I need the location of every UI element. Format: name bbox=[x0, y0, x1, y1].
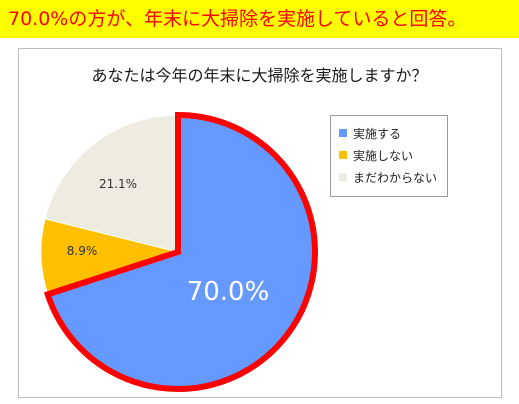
legend-item-undecided: まだわからない bbox=[339, 166, 447, 188]
legend-swatch bbox=[339, 173, 347, 181]
chart-title: あなたは今年の年末に大掃除を実施しますか？ bbox=[91, 66, 428, 85]
legend-label: 実施する bbox=[353, 126, 402, 141]
slice-data-label: 8.9% bbox=[67, 244, 98, 258]
legend-item-implement: 実施する bbox=[339, 122, 447, 144]
slice-data-label: 21.1% bbox=[99, 177, 137, 191]
legend-swatch bbox=[339, 151, 347, 159]
legend: 実施する 実施しない まだわからない bbox=[330, 115, 448, 197]
legend-label: 実施しない bbox=[353, 148, 414, 163]
headline-text: 70.0%の方が、年末に大掃除を実施していると回答。 bbox=[8, 8, 467, 30]
slice-highlight-outline bbox=[43, 111, 318, 392]
pie-slice bbox=[44, 114, 179, 253]
legend-swatch bbox=[339, 129, 347, 137]
slice-data-label: 70.0% bbox=[187, 277, 270, 307]
legend-label: まだわからない bbox=[353, 170, 438, 185]
headline-banner: 70.0%の方が、年末に大掃除を実施していると回答。 bbox=[0, 0, 519, 38]
legend-item-not-implement: 実施しない bbox=[339, 144, 447, 166]
